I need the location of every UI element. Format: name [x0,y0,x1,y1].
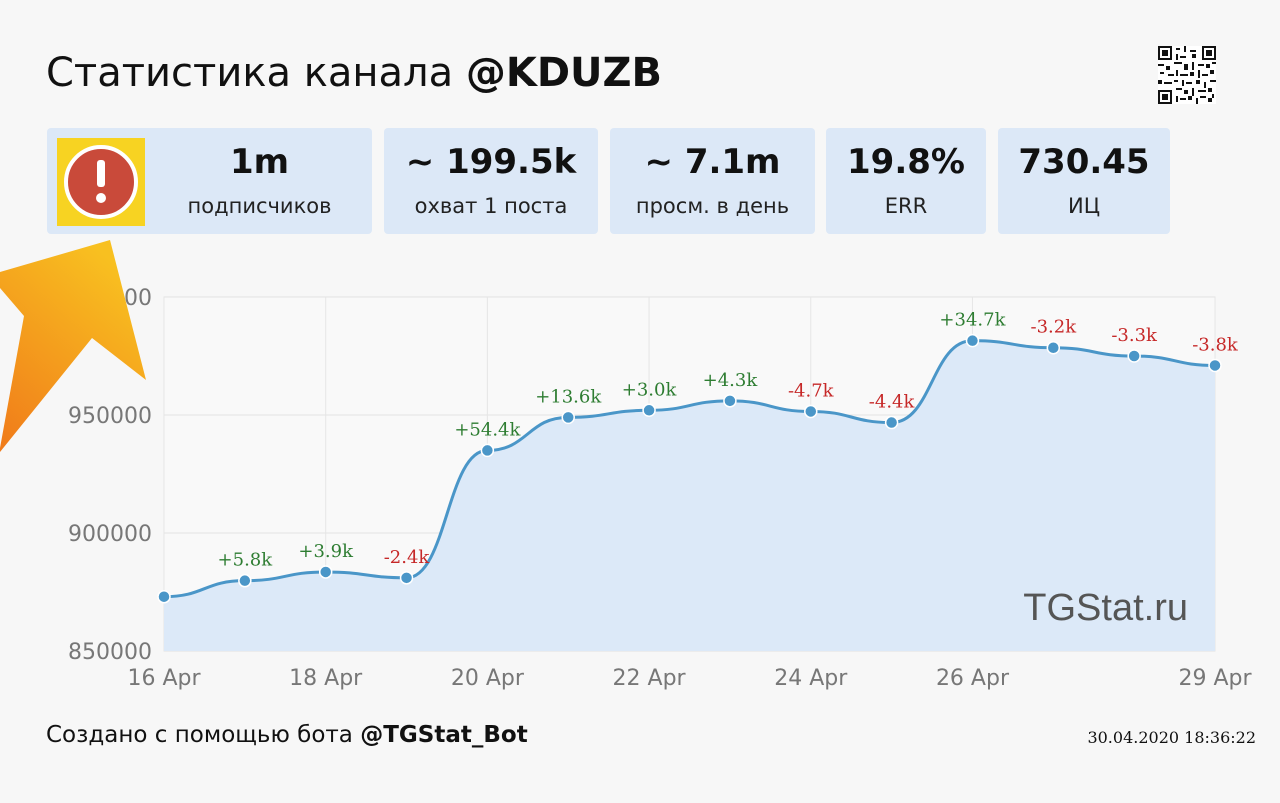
chart-x-axis: 16 Apr 18 Apr 20 Apr 22 Apr 24 Apr 26 Apr 29 A… [127,666,1252,691]
delta-label: +13.6k [535,386,602,407]
alert-circle-icon [64,145,138,219]
data-point [561,410,575,425]
x-tick-label: 24 Apr [774,666,848,691]
citation-index-value: 730.45 [1018,142,1150,182]
footer-bot-link[interactable]: @TGStat_Bot [360,722,528,748]
card-daily-views: ~ 7.1m просм. в день [610,128,815,234]
x-tick-label: 20 Apr [451,666,525,691]
chart-series-line [163,339,1216,599]
x-tick-label: 26 Apr [936,666,1010,691]
footer-created-prefix: Создано с помощью бота [46,722,361,748]
data-point [642,403,656,418]
delta-label: +4.3k [703,370,759,391]
footer-created-by: Создано с помощью бота @TGStat_Bot [46,722,528,748]
y-tick-label: 950000 [68,404,152,429]
x-tick-label: 29 Apr [1178,666,1252,691]
reach-label: охват 1 поста [414,194,568,218]
data-point [965,333,980,348]
data-point [804,404,818,419]
data-point [1046,340,1061,355]
daily-views-value: ~ 7.1m [644,142,781,182]
channel-avatar [57,138,145,226]
delta-label: -3.8k [1192,334,1239,355]
delta-label: +34.7k [939,310,1006,331]
delta-label: +54.4k [454,419,521,440]
data-point [723,394,737,408]
y-tick-label: 900000 [68,522,152,547]
delta-label: -4.4k [869,392,916,413]
chart-watermark: TGStat.ru [1023,587,1188,629]
x-tick-label: 18 Apr [289,666,363,691]
chart-points [157,333,1222,604]
x-tick-label: 16 Apr [127,666,201,691]
delta-label: +5.8k [218,550,274,571]
card-subscribers: 1m подписчиков [47,128,372,234]
data-point [1127,349,1141,363]
data-point [238,573,252,588]
citation-index-label: ИЦ [1067,194,1100,218]
arrow-up-right-icon [0,240,146,452]
y-tick-label: 850000 [68,640,152,665]
card-citation-index: 730.45 ИЦ [998,128,1170,234]
delta-label: +3.9k [298,541,354,562]
delta-label: -4.7k [788,380,835,401]
footer-timestamp: 30.04.2020 18:36:22 [1087,728,1256,747]
title-prefix: Статистика канала [46,50,466,96]
page-title: Статистика канала @KDUZB [46,50,662,96]
data-point [157,589,171,604]
delta-label: -2.4k [384,547,431,568]
delta-label: -3.3k [1111,325,1158,346]
x-tick-label: 22 Apr [613,666,687,691]
delta-label: -3.2k [1030,317,1077,338]
data-point [480,443,495,458]
subscribers-label: подписчиков [187,194,332,218]
channel-handle: @KDUZB [465,50,663,96]
subscribers-value: 1m [229,142,290,182]
chart-area-fill [164,340,1215,651]
data-point [884,415,899,430]
daily-views-label: просм. в день [635,194,790,218]
err-label: ERR [884,194,928,218]
err-value: 19.8% [847,142,965,182]
reach-value: ~ 199.5k [405,142,577,182]
qr-code-icon [1158,46,1216,104]
chart-delta-labels: +5.8k +3.9k -2.4k +54.4k +13.6k +3.0k +4.3k -4.… [218,310,1239,571]
data-point [318,565,333,579]
data-point [399,571,414,585]
card-reach: ~ 199.5k охват 1 поста [384,128,598,234]
data-point [1208,358,1222,373]
card-err: 19.8% ERR [826,128,986,234]
delta-label: +3.0k [622,379,678,400]
